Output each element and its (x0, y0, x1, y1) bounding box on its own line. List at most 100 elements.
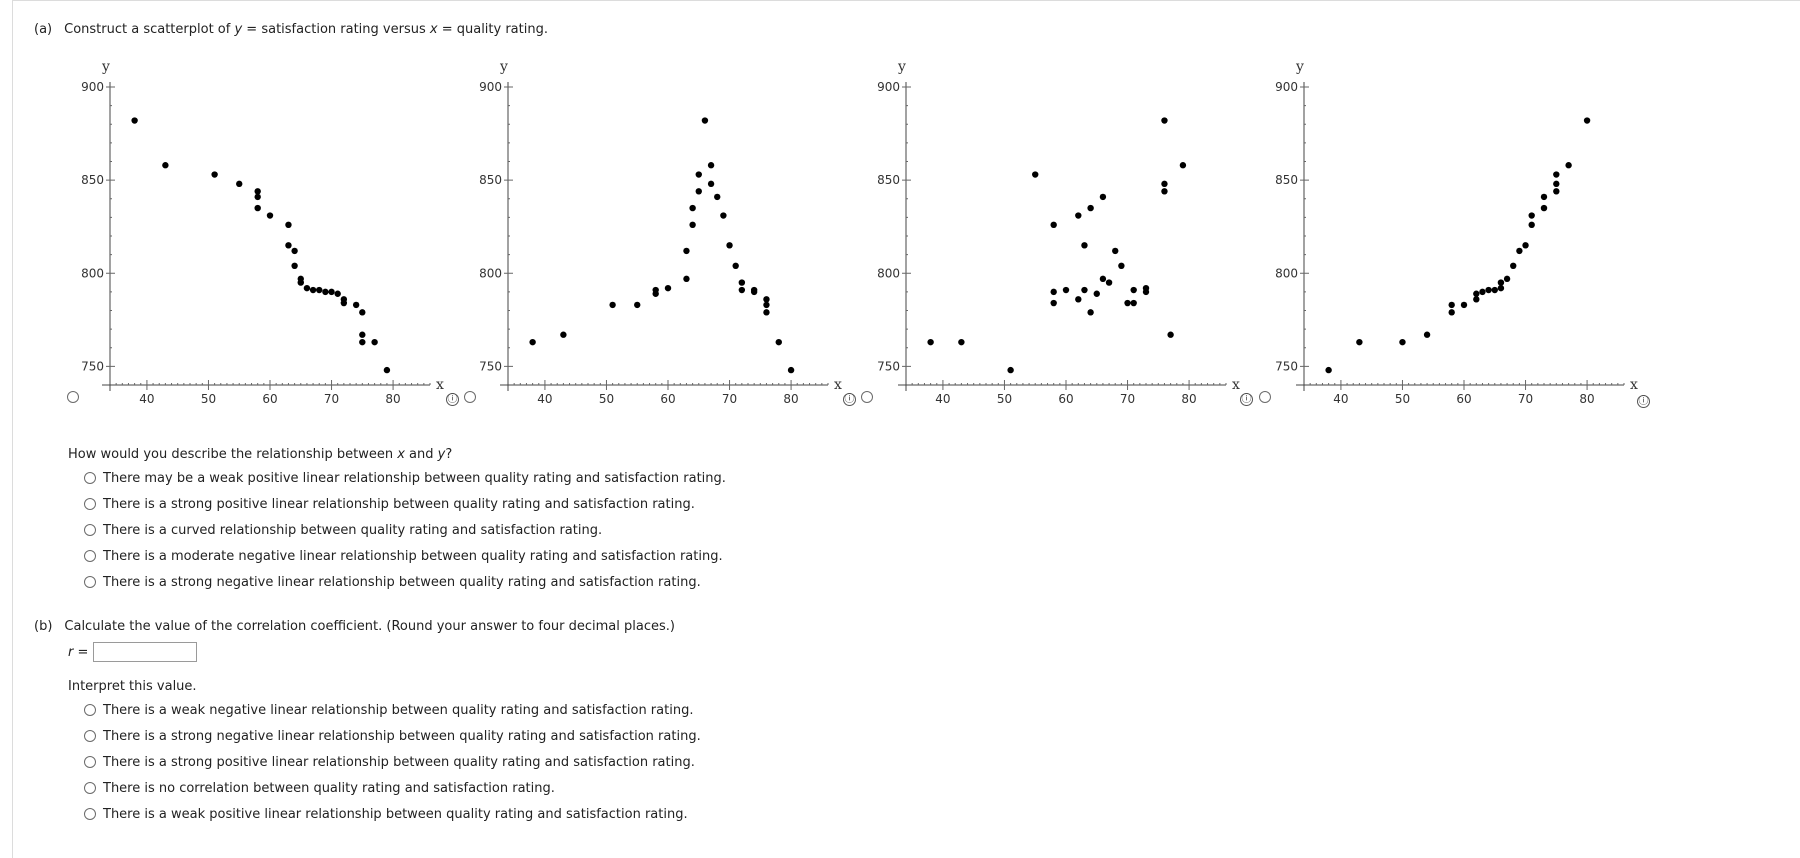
relationship-option[interactable]: There is a moderate negative linear rela… (84, 547, 723, 565)
scatterplot-2-radio[interactable] (464, 391, 476, 403)
x-axis-label: x (1232, 377, 1240, 393)
relationship-option[interactable]: There may be a weak positive linear rela… (84, 469, 726, 487)
scatterplot-option-3: 40 50 60 70 80 750 800 850 900 y x (856, 46, 1254, 416)
x-tick-label: 60 (262, 392, 277, 406)
scatterplot-option-2: 40 50 60 70 80 750 800 850 900 y x (458, 46, 856, 416)
radio-button[interactable] (84, 472, 96, 484)
scatterplot-2-info-icon[interactable]: ⓘ (843, 393, 856, 406)
x-tick-label: 50 (997, 392, 1012, 406)
scatterplot-1-info-icon[interactable]: ⓘ (446, 393, 459, 406)
data-point (927, 338, 934, 346)
data-point (701, 117, 709, 124)
interpret-option[interactable]: There is a weak negative linear relation… (84, 701, 693, 719)
radio-button[interactable] (84, 808, 96, 820)
radio-button[interactable] (84, 730, 96, 742)
relationship-option[interactable]: There is a strong positive linear relati… (84, 495, 695, 513)
data-point (775, 338, 782, 346)
data-point (750, 288, 758, 296)
radio-button[interactable] (84, 704, 96, 716)
data-point (652, 290, 659, 297)
y-tick-label: 750 (877, 359, 900, 373)
part-b-prompt: (b) Calculate the value of the correlatio… (34, 619, 675, 634)
data-point (1050, 288, 1057, 296)
data-point (1528, 212, 1535, 219)
data-point (131, 117, 138, 124)
radio-button[interactable] (84, 498, 96, 510)
data-point (1105, 279, 1113, 286)
scatterplot-1-radio[interactable] (67, 391, 79, 403)
radio-button[interactable] (84, 550, 96, 562)
x-axis-label: x (834, 377, 842, 393)
data-point (1356, 338, 1363, 346)
data-point (1075, 296, 1082, 303)
scatterplot-3-info-icon[interactable]: ⓘ (1240, 393, 1253, 406)
y-tick-label: 850 (81, 173, 104, 187)
data-point (1007, 366, 1014, 374)
data-point (211, 171, 218, 178)
data-point (359, 338, 366, 346)
interpret-option[interactable]: There is a strong positive linear relati… (84, 753, 695, 771)
data-point (303, 284, 311, 292)
x-tick-label: 80 (385, 392, 400, 406)
part-a-prompt-post: = quality rating. (437, 22, 548, 37)
data-point (1093, 290, 1100, 297)
option-label: There is a weak positive linear relation… (103, 806, 688, 822)
data-point (1062, 286, 1070, 294)
data-point (1099, 193, 1107, 201)
data-point (1399, 338, 1406, 346)
data-point (1522, 242, 1529, 249)
scatterplot-4-info-icon[interactable]: ⓘ (1637, 395, 1650, 408)
x-tick-label: 60 (660, 392, 675, 406)
data-point (297, 279, 304, 286)
x-tick-label: 70 (722, 392, 737, 406)
scatterplot-3-radio[interactable] (861, 391, 873, 403)
radio-button[interactable] (84, 576, 96, 588)
part-a-prompt-pre: Construct a scatterplot of (64, 22, 235, 37)
y-tick-label: 800 (81, 266, 104, 280)
relationship-option[interactable]: There is a curved relationship between q… (84, 521, 602, 539)
data-point (1460, 301, 1468, 309)
part-a-label: (a) (34, 22, 53, 37)
data-point (1503, 275, 1511, 283)
frame-left-border (12, 0, 13, 858)
radio-button[interactable] (84, 756, 96, 768)
q1-prompt-post: ? (445, 447, 453, 462)
data-point (254, 204, 261, 212)
data-point (634, 301, 641, 309)
data-point (1553, 188, 1560, 195)
option-label: There is a strong negative linear relati… (103, 728, 701, 744)
data-point (254, 193, 261, 201)
option-label: There is a strong positive linear relati… (103, 496, 695, 512)
x-tick-label: 40 (139, 392, 154, 406)
radio-button[interactable] (84, 524, 96, 536)
data-point (695, 188, 702, 195)
y-tick-label: 750 (81, 359, 104, 373)
x-axis-label: x (1630, 377, 1638, 393)
correlation-coefficient-input[interactable] (93, 642, 197, 662)
r-label: r = (68, 645, 89, 660)
data-point (1050, 221, 1057, 229)
x-tick-label: 60 (1058, 392, 1073, 406)
x-tick-label: 50 (599, 392, 614, 406)
scatterplot-4-radio[interactable] (1259, 391, 1271, 403)
y-tick-label: 900 (81, 80, 104, 94)
data-point (1553, 171, 1560, 178)
data-point (291, 262, 298, 269)
interpret-option[interactable]: There is a strong negative linear relati… (84, 727, 701, 745)
data-point (285, 221, 292, 229)
data-point (316, 286, 323, 294)
data-point (707, 180, 715, 188)
interpret-option[interactable]: There is no correlation between quality … (84, 779, 555, 797)
relationship-option[interactable]: There is a strong negative linear relati… (84, 573, 701, 591)
scatterplot-3-svg: 40 50 60 70 80 750 800 850 900 y x (877, 59, 1240, 406)
part-a-x-var: x (429, 22, 438, 37)
option-label: There may be a weak positive linear rela… (103, 470, 726, 486)
data-point (1179, 162, 1187, 169)
data-point (1485, 286, 1492, 294)
data-point (1583, 117, 1591, 124)
interpret-option[interactable]: There is a weak positive linear relation… (84, 805, 688, 823)
radio-button[interactable] (84, 782, 96, 794)
data-point (162, 162, 169, 169)
data-point (1075, 212, 1082, 219)
x-tick-label: 50 (1395, 392, 1410, 406)
